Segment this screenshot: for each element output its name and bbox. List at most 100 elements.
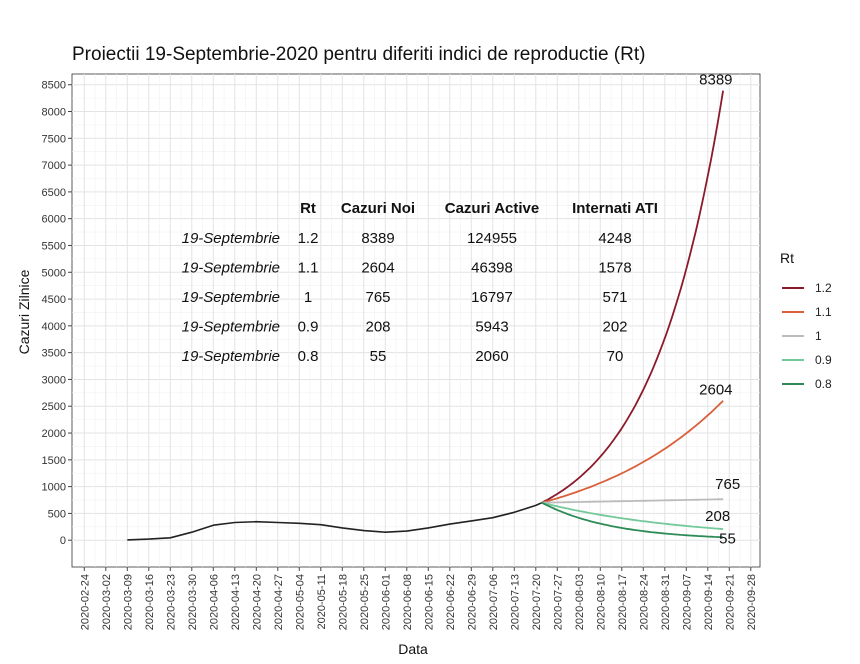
table-cell: 8389 [361,230,394,247]
x-axis-label: Data [398,641,428,657]
table-cell: 1578 [598,260,631,277]
y-tick-label: 6000 [42,214,66,226]
x-tick-label: 2020-08-24 [638,574,650,630]
end-label: 208 [705,508,730,525]
x-tick-label: 2020-08-03 [574,574,586,630]
legend-entry: 1.1 [815,305,832,319]
table-cell: 19-Septembrie [182,260,280,277]
chart-title: Proiectii 19-Septembrie-2020 pentru dife… [72,44,645,65]
table-cell: 571 [602,289,627,306]
legend: Rt 1.2 1.1 1 0.9 0.8 [780,250,832,391]
x-tick-label: 2020-06-15 [423,574,435,630]
x-tick-label: 2020-08-17 [617,574,629,630]
table-header: Cazuri Active [445,200,539,217]
table-cell: 4248 [598,230,631,247]
x-axis: 2020-02-24 2020-03-02 2020-03-09 2020-03-16… [79,567,758,630]
series-line-1 [541,498,724,504]
plot-panel [71,73,761,568]
legend-entry: 0.8 [815,377,832,391]
x-tick-label: 2020-05-11 [316,574,328,629]
table-cell: 1.2 [298,230,319,247]
x-tick-label: 2020-07-20 [531,574,543,630]
x-tick-label: 2020-03-23 [165,574,177,630]
y-tick-label: 8000 [42,107,66,119]
y-tick-label: 3500 [42,348,66,360]
series-line-0-9 [541,501,724,530]
table-cell: 0.9 [298,319,319,336]
x-tick-label: 2020-08-31 [660,574,672,630]
table-cell: 208 [365,319,390,336]
x-tick-label: 2020-03-09 [122,574,134,630]
table-cell: 55 [370,348,387,365]
table-cell: 2604 [361,260,394,277]
x-tick-label: 2020-06-08 [402,574,414,630]
table-cell: 5943 [475,319,508,336]
x-tick-label: 2020-05-18 [337,574,349,630]
x-tick-label: 2020-02-24 [79,574,91,630]
table-cell: 765 [365,289,390,306]
x-tick-label: 2020-09-14 [703,574,715,630]
x-tick-label: 2020-07-06 [488,574,500,630]
table-header: Rt [300,200,316,217]
y-tick-label: 2000 [42,428,66,440]
x-tick-label: 2020-04-06 [208,574,220,630]
x-tick-label: 2020-07-27 [552,574,564,630]
x-tick-label: 2020-09-28 [746,574,758,630]
data-table: Rt Cazuri Noi Cazuri Active Internati ATI 19… [182,200,658,365]
y-tick-label: 5500 [42,240,66,252]
x-tick-label: 2020-03-02 [101,574,113,630]
x-tick-label: 2020-04-13 [230,574,242,630]
series-lines [127,90,724,541]
table-cell: 19-Septembrie [182,289,280,306]
x-tick-label: 2020-06-01 [380,574,392,630]
table-cell: 0.8 [298,348,319,365]
y-tick-label: 7500 [42,133,66,145]
y-tick-label: 7000 [42,160,66,172]
history-line [127,501,543,541]
table-cell: 2060 [475,348,508,365]
y-tick-label: 3000 [42,374,66,386]
table-cell: 202 [602,319,627,336]
x-tick-label: 2020-04-20 [251,574,263,630]
table-cell: 124955 [467,230,517,247]
end-labels: 8389 2604 765 208 55 [699,72,740,548]
table-cell: 19-Septembrie [182,348,280,365]
series-line-1-2 [541,90,724,504]
y-tick-label: 1000 [42,482,66,494]
end-label: 8389 [699,72,732,89]
y-tick-label: 2500 [42,401,66,413]
x-tick-label: 2020-03-30 [187,574,199,630]
table-header: Internati ATI [572,200,658,217]
legend-entry: 1.2 [815,281,832,295]
legend-title: Rt [780,250,794,266]
x-tick-label: 2020-09-21 [724,574,736,630]
y-tick-label: 4500 [42,294,66,306]
x-tick-label: 2020-04-27 [273,574,285,630]
y-tick-label: 6500 [42,187,66,199]
table-cell: 1 [304,289,312,306]
y-axis: 0 500 1000 1500 2000 2500 3000 3500 4000 4500 5000… [42,80,72,547]
table-header: Cazuri Noi [341,200,415,217]
x-tick-label: 2020-05-04 [294,574,306,630]
x-tick-label: 2020-09-07 [681,574,693,630]
plot-border [71,73,761,568]
series-line-1-1 [541,400,724,504]
table-cell: 70 [607,348,624,365]
y-tick-label: 0 [60,535,66,547]
x-tick-label: 2020-06-22 [445,574,457,630]
x-tick-label: 2020-06-29 [466,574,478,630]
legend-entry: 1 [815,329,822,343]
table-cell: 46398 [471,260,513,277]
series-line-0-8 [541,501,724,539]
end-label: 2604 [699,382,732,399]
y-tick-label: 1500 [42,455,66,467]
table-cell: 19-Septembrie [182,319,280,336]
y-tick-label: 8500 [42,80,66,92]
x-tick-label: 2020-07-13 [509,574,521,630]
end-label: 765 [715,476,740,493]
y-tick-label: 5000 [42,267,66,279]
legend-entry: 0.9 [815,353,832,367]
y-tick-label: 500 [48,508,66,520]
end-label: 55 [719,530,736,547]
